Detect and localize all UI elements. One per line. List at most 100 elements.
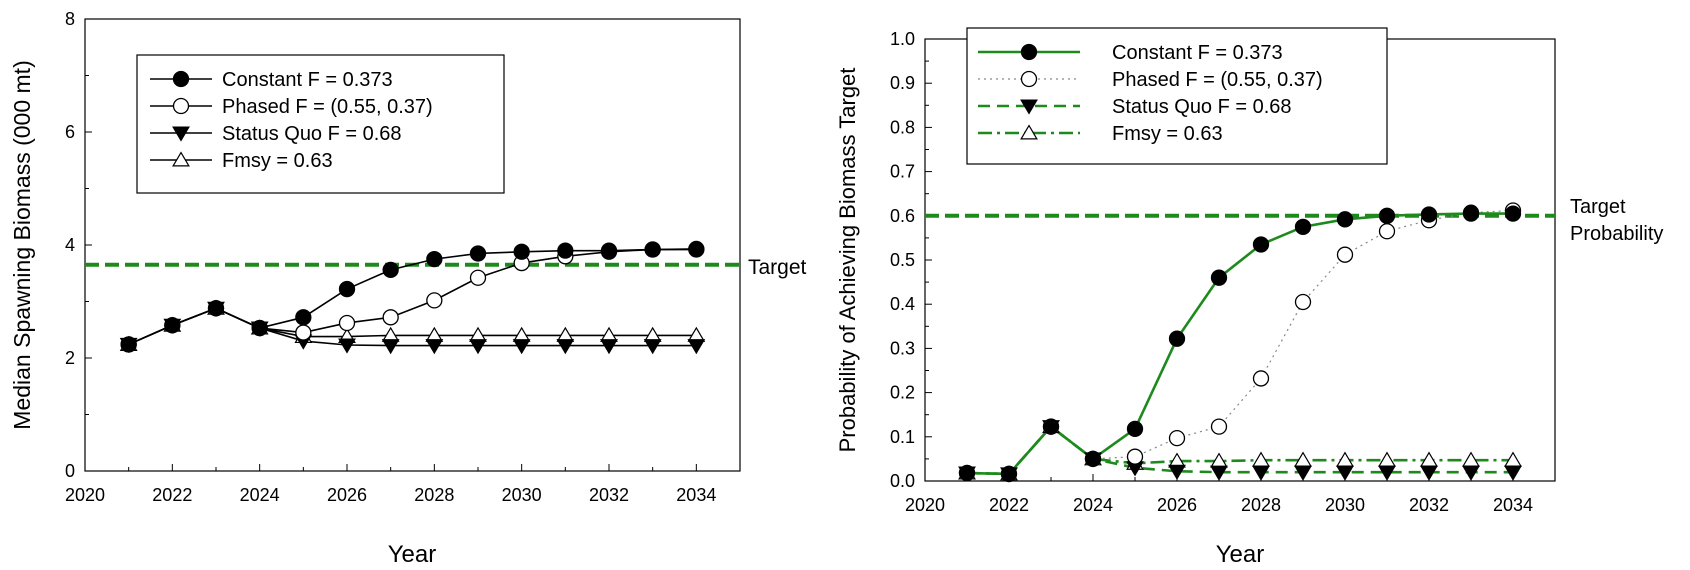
left-series-2-point <box>643 339 662 355</box>
right-series-1-point <box>1294 293 1312 311</box>
right-reference-label-line-2: Probability <box>1570 223 1663 245</box>
right-x-axis-label: Year <box>1216 541 1265 565</box>
left-y-tick-label: 4 <box>65 235 75 255</box>
right-series-0-point <box>1378 207 1396 224</box>
left-series-0-point <box>120 336 137 353</box>
right-series-0-point <box>1420 206 1438 223</box>
left-chart-panel: Year Median Spawning Biomass (000 mt) Ta… <box>9 9 807 568</box>
left-series-1-point <box>338 314 356 332</box>
left-series-2-point <box>338 338 356 354</box>
right-series-0-point <box>1462 205 1480 222</box>
left-series-0-point <box>295 309 312 326</box>
right-series-2-point <box>1336 465 1354 481</box>
right-series-3-point <box>1378 451 1396 467</box>
right-x-tick-label: 2026 <box>1157 495 1197 515</box>
right-series-1-point <box>1378 223 1396 240</box>
right-legend-marker-1 <box>1020 70 1038 88</box>
left-series-0-point <box>644 241 661 258</box>
right-series-0-point <box>958 464 976 482</box>
right-y-tick-label: 0.4 <box>890 294 915 314</box>
left-series-0-point <box>426 250 443 268</box>
left-series-0-point <box>469 245 487 262</box>
left-legend-marker-3 <box>172 151 190 167</box>
right-series-2-point <box>1210 465 1228 481</box>
right-series-0-point <box>1504 205 1522 222</box>
right-legend-entry-3: Fmsy = 0.63 <box>1112 123 1223 145</box>
left-x-tick-label: 2026 <box>327 485 367 505</box>
right-series-1-point <box>1168 429 1186 447</box>
left-series-1-point <box>426 292 443 309</box>
right-legend-entry-0: Constant F = 0.373 <box>1112 42 1283 64</box>
left-series-0-point <box>382 261 399 279</box>
right-reference-label-line-1: Target <box>1570 196 1626 218</box>
left-x-axis-label: Year <box>388 541 437 565</box>
left-series-0-point <box>600 242 618 259</box>
left-series-0-point <box>338 280 356 298</box>
right-y-tick-label: 1.0 <box>890 29 915 49</box>
right-y-tick-label: 0.1 <box>890 427 915 447</box>
right-series-0-point <box>1126 420 1144 437</box>
right-series-0-point <box>1000 465 1018 483</box>
right-series-2-point <box>1462 465 1480 481</box>
right-y-tick-label: 0.2 <box>890 383 915 403</box>
right-series-2-point <box>1168 464 1186 480</box>
left-series-1-point <box>295 324 312 341</box>
right-x-tick-label: 2024 <box>1073 495 1113 515</box>
left-legend-entry-0: Constant F = 0.373 <box>222 69 393 91</box>
left-series-2-point <box>556 339 575 355</box>
left-series-0-point <box>557 242 574 259</box>
right-series-0-point <box>1294 218 1312 236</box>
left-x-tick-label: 2022 <box>152 485 192 505</box>
left-series-2-point <box>512 339 531 355</box>
right-y-tick-label: 0.3 <box>890 338 915 358</box>
left-series-2-point <box>687 339 706 355</box>
left-legend-entry-1: Phased F = (0.55, 0.37) <box>222 96 433 118</box>
left-x-tick-label: 2024 <box>240 485 280 505</box>
right-series-0-point <box>1042 418 1060 435</box>
right-x-tick-label: 2032 <box>1409 495 1449 515</box>
right-series-2-point <box>1252 465 1270 481</box>
right-series-1-point <box>1252 370 1270 387</box>
left-series-0-point <box>164 317 181 334</box>
left-series-0-point <box>251 319 268 337</box>
left-x-tick-label: 2032 <box>589 485 629 505</box>
left-y-tick-label: 2 <box>65 348 75 368</box>
left-legend-marker-2 <box>172 126 190 142</box>
right-y-tick-label: 0.6 <box>890 206 915 226</box>
right-y-axis-label: Probability of Achieving Biomass Target <box>835 68 860 453</box>
right-series-0-point <box>1336 211 1354 228</box>
left-x-tick-label: 2020 <box>65 485 105 505</box>
left-y-tick-label: 6 <box>65 122 75 142</box>
right-series-1-point <box>1336 246 1354 263</box>
right-x-tick-label: 2034 <box>1493 495 1533 515</box>
left-legend-marker-1 <box>172 97 190 115</box>
right-y-tick-label: 0.7 <box>890 162 915 182</box>
right-x-tick-label: 2030 <box>1325 495 1365 515</box>
right-legend-marker-2 <box>1020 99 1038 115</box>
right-series-0-point <box>1210 269 1228 286</box>
left-legend-entry-3: Fmsy = 0.63 <box>222 150 333 172</box>
left-y-tick-label: 0 <box>65 461 75 481</box>
left-series-2-point <box>381 339 400 355</box>
left-series-2-point <box>600 339 618 355</box>
right-series-2-point <box>1504 465 1522 481</box>
right-x-tick-label: 2028 <box>1241 495 1281 515</box>
right-y-tick-label: 0.9 <box>890 73 915 93</box>
right-series-0-point <box>1168 330 1186 347</box>
left-legend-marker-0 <box>172 70 190 88</box>
right-legend-marker-3 <box>1020 124 1038 140</box>
left-legend-box <box>136 54 505 194</box>
left-series-1-point <box>469 269 487 286</box>
right-series-1-point <box>1210 418 1228 435</box>
right-y-tick-label: 0.0 <box>890 471 915 491</box>
left-series-2-point <box>469 339 487 355</box>
left-x-tick-label: 2028 <box>414 485 454 505</box>
right-series-2-point <box>1294 465 1312 481</box>
right-legend-entry-2: Status Quo F = 0.68 <box>1112 96 1292 118</box>
left-series-0-point <box>688 241 705 258</box>
left-series-0-point <box>513 243 530 260</box>
right-legend-entry-1: Phased F = (0.55, 0.37) <box>1112 69 1323 91</box>
left-x-tick-label: 2030 <box>502 485 542 505</box>
